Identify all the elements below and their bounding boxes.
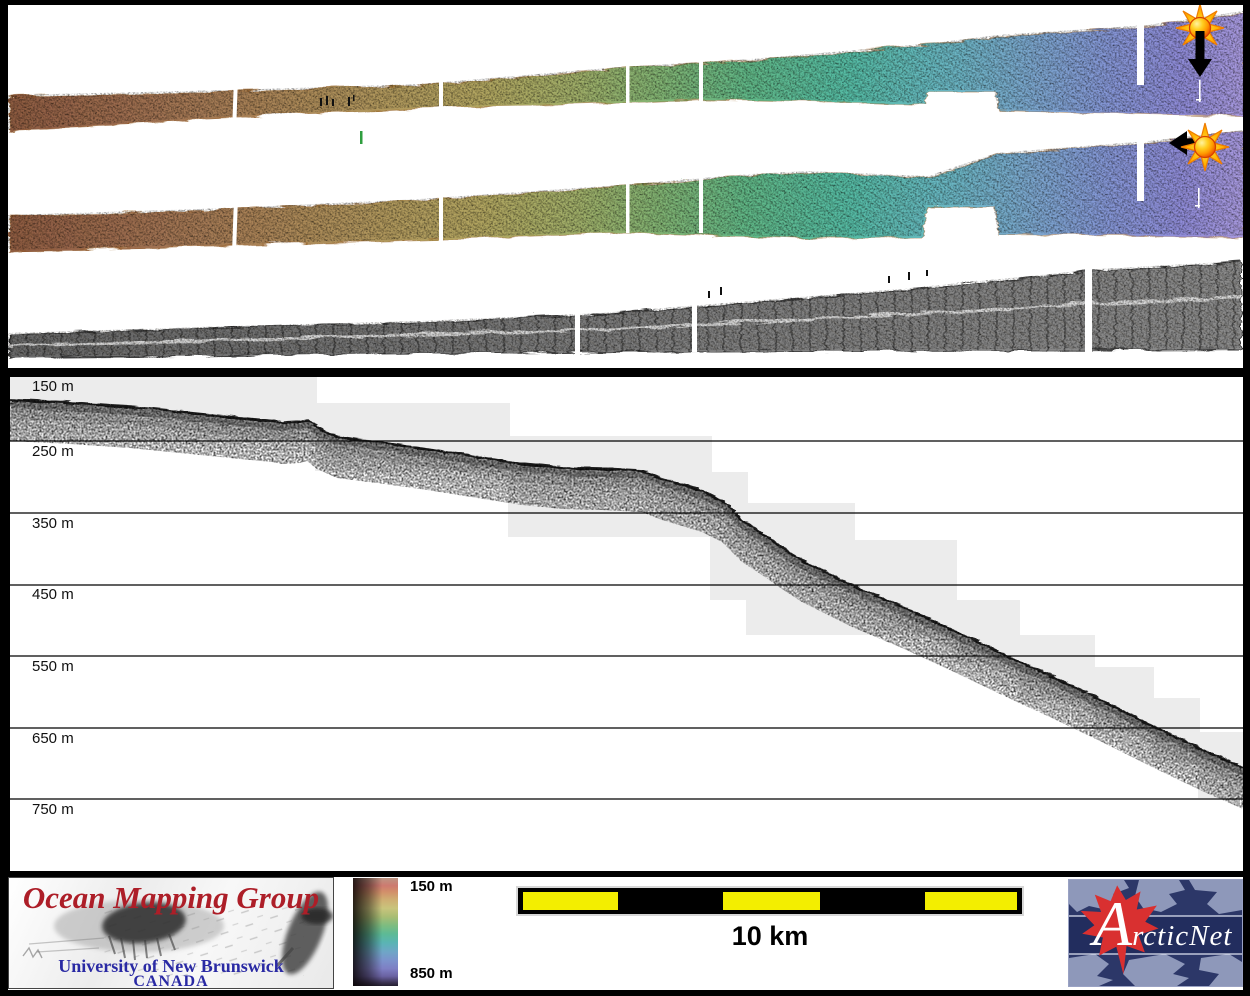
colorbar-top-label: 150 m	[410, 878, 453, 895]
depth-label-650: 650 m	[32, 730, 74, 747]
swath-imagery-panel	[7, 3, 1244, 368]
arctic-map-shapes	[1069, 880, 1242, 986]
sonar-vessel-shape	[275, 891, 333, 975]
echogram-svg	[10, 377, 1243, 809]
omg-country: CANADA	[133, 973, 209, 989]
sun-left-arrow-icon	[1169, 122, 1230, 208]
depth-label-450: 450 m	[32, 586, 74, 603]
swath-texture	[8, 11, 1243, 356]
depth-label-250: 250 m	[32, 443, 74, 460]
subbottom-echogram-panel: 150 m 250 m 350 m 450 m 550 m 650 m 750 …	[8, 377, 1243, 871]
depth-label-550: 550 m	[32, 658, 74, 675]
scale-bar	[518, 888, 1022, 914]
data-artifacts	[320, 95, 928, 298]
maple-leaf-icon	[1080, 885, 1159, 975]
sun-down-arrow-icon	[1175, 3, 1225, 102]
depth-colorbar	[353, 878, 398, 986]
arcticnet-art	[1069, 880, 1242, 986]
scale-bar-label: 10 km	[731, 921, 809, 951]
scale-bar-segment	[925, 892, 1017, 910]
omg-logo: Ocean Mapping Group University of New Br…	[8, 877, 334, 989]
scale-bar-segment	[523, 892, 618, 910]
arcticnet-rest: rcticNet	[1132, 920, 1233, 952]
depth-label-350: 350 m	[32, 515, 74, 532]
omg-logo-art	[22, 891, 333, 976]
footer-bar: Ocean Mapping Group University of New Br…	[8, 877, 1243, 990]
swath-segment-gaps	[232, 23, 1144, 358]
omg-title: Ocean Mapping Group	[22, 880, 320, 915]
arcticnet-initial: A	[1093, 888, 1133, 959]
scale-bar-segment	[723, 892, 820, 910]
sonar-bird-shape	[22, 900, 224, 961]
colorbar-bottom-label: 850 m	[410, 965, 453, 982]
depth-label-750: 750 m	[32, 801, 74, 818]
depth-label-150: 150 m	[32, 378, 74, 395]
swath-svg	[7, 3, 1244, 358]
omg-university: University of New Brunswick	[58, 956, 284, 976]
depth-gridlines	[10, 440, 1243, 800]
